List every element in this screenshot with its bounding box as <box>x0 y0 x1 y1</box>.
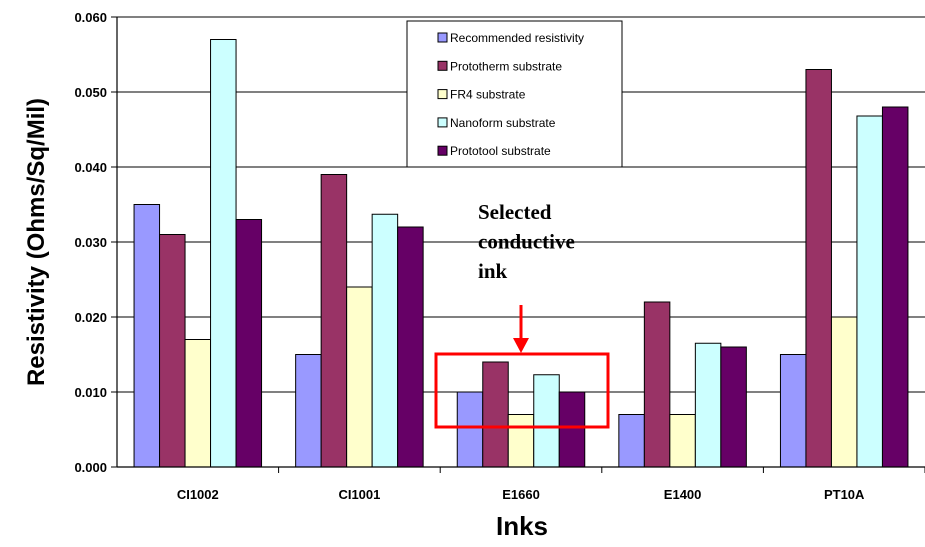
y-tick-label: 0.060 <box>74 10 107 25</box>
legend-label: Recommended resistivity <box>450 31 584 45</box>
bar <box>159 234 186 468</box>
x-axis-title: Inks <box>496 511 548 541</box>
y-tick-label: 0.050 <box>74 85 107 100</box>
y-tick-label: 0.010 <box>74 385 107 400</box>
bar <box>397 226 424 468</box>
bars <box>133 39 909 468</box>
selected-ink-highlight <box>434 352 610 429</box>
y-axis-title: Resistivity (Ohms/Sq/Mil) <box>23 98 50 386</box>
annotation-text: ink <box>478 259 508 283</box>
y-tick-label: 0.020 <box>74 310 107 325</box>
legend-swatch <box>437 145 448 156</box>
bar <box>533 374 560 468</box>
bar <box>346 286 373 468</box>
annotation: Selected conductive ink <box>434 200 610 429</box>
legend-swatch <box>437 32 448 43</box>
bar <box>618 414 645 468</box>
annotation-text: conductive <box>478 230 575 254</box>
x-tick-label: CI1001 <box>338 487 380 502</box>
legend: Recommended resistivity Prototherm substr… <box>406 20 623 168</box>
bar <box>558 391 586 468</box>
bar <box>830 316 858 468</box>
bar <box>184 339 212 468</box>
y-tick-label: 0.000 <box>74 460 107 475</box>
bar <box>669 414 696 468</box>
legend-label: Prototool substrate <box>450 144 551 158</box>
bar <box>235 219 263 468</box>
bar <box>856 115 883 468</box>
bar <box>643 301 671 468</box>
bar <box>694 342 722 468</box>
bar <box>295 354 322 468</box>
legend-swatch <box>437 117 448 128</box>
bar <box>805 69 832 468</box>
annotation-text: Selected <box>478 200 552 224</box>
legend-label: Prototherm substrate <box>450 59 562 73</box>
bar <box>320 174 348 468</box>
annotation-arrow-head <box>513 338 529 353</box>
bar <box>507 414 535 468</box>
legend-swatch <box>437 60 448 71</box>
y-tick-label: 0.030 <box>74 235 107 250</box>
bar <box>371 213 399 468</box>
bar <box>210 39 237 468</box>
legend-label: Nanoform substrate <box>450 116 556 130</box>
x-tick-label: E1400 <box>664 487 702 502</box>
bar <box>779 354 807 468</box>
bar <box>456 391 484 468</box>
x-tick-labels: CI1002 CI1001 E1660 E1400 PT10A <box>177 467 925 502</box>
bar <box>881 106 909 468</box>
y-tick-labels: 0.000 0.010 0.020 0.030 0.040 0.050 0.060 <box>74 10 117 475</box>
bar <box>482 361 509 468</box>
x-tick-label: PT10A <box>824 487 865 502</box>
legend-label: FR4 substrate <box>450 88 526 102</box>
x-tick-label: E1660 <box>502 487 540 502</box>
bar <box>720 346 747 468</box>
x-tick-label: CI1002 <box>177 487 219 502</box>
bar <box>133 204 161 468</box>
legend-swatch <box>437 89 448 100</box>
y-tick-label: 0.040 <box>74 160 107 175</box>
